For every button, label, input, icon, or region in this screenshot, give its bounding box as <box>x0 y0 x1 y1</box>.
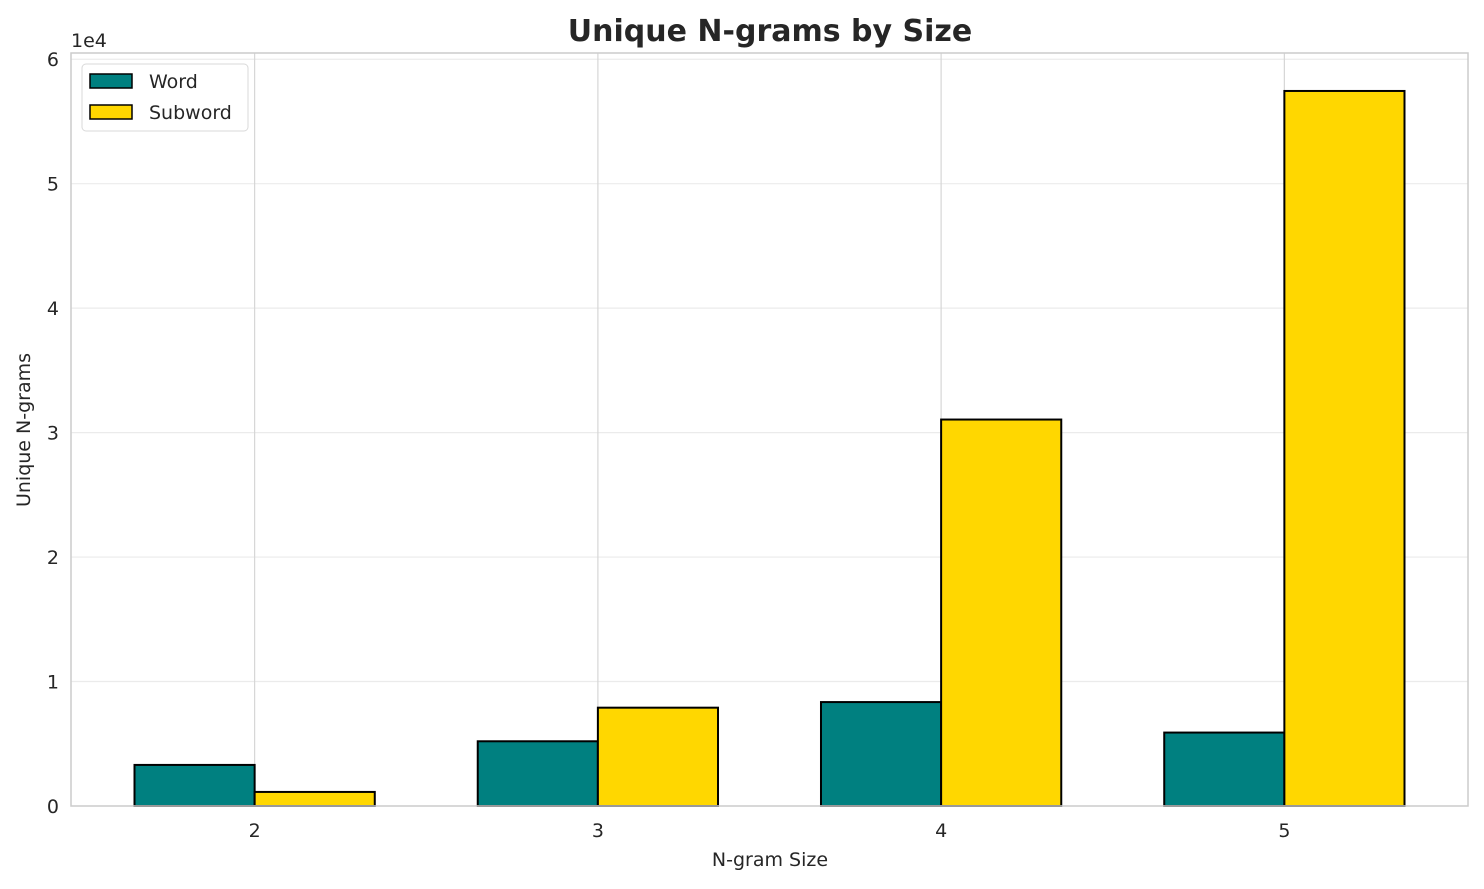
bar-word-4 <box>819 701 943 807</box>
bar-subword-4 <box>940 418 1063 807</box>
y-tick-label: 4 <box>47 298 59 320</box>
chart-title: Unique N-grams by Size <box>568 14 972 49</box>
y-axis-label: Unique N-grams <box>13 353 35 507</box>
legend-swatch-subword <box>89 104 133 120</box>
y-tick-label: 6 <box>47 49 59 71</box>
y-offset-label: 1e4 <box>71 30 107 52</box>
x-tick-label: 3 <box>592 820 604 842</box>
y-tick-label: 3 <box>47 423 59 445</box>
y-tick-label: 5 <box>47 174 59 196</box>
bar-subword-5 <box>1283 89 1406 807</box>
plot-frame <box>70 52 1469 807</box>
bar-subword-2 <box>253 790 376 808</box>
bar-subword-3 <box>596 706 720 807</box>
legend: Word Subword <box>81 63 249 132</box>
y-tick-label: 2 <box>47 547 59 569</box>
legend-swatch-word <box>89 73 133 89</box>
bar-word-5 <box>1163 731 1286 808</box>
x-tick-label: 4 <box>935 820 947 842</box>
bar-word-3 <box>476 740 599 808</box>
y-tick-label: 1 <box>47 672 59 694</box>
x-tick-label: 2 <box>249 820 261 842</box>
x-tick-label: 5 <box>1278 820 1290 842</box>
y-tick-label: 0 <box>47 796 59 818</box>
legend-label-word: Word <box>149 71 198 93</box>
bar-word-2 <box>133 763 256 807</box>
legend-label-subword: Subword <box>149 102 232 124</box>
x-axis-label: N-gram Size <box>712 849 828 871</box>
